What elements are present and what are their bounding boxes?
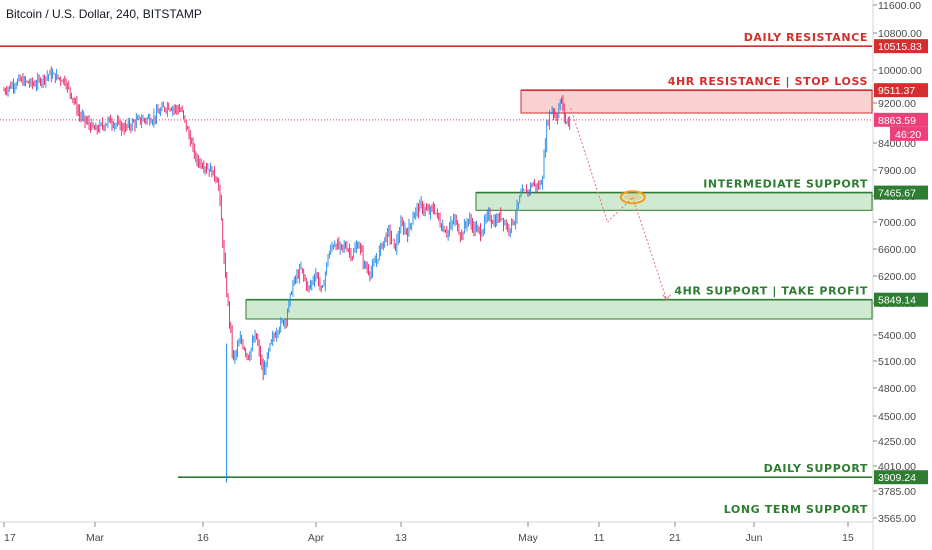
y-tick-label: 6600.00 xyxy=(878,244,916,256)
price-series xyxy=(3,66,571,483)
x-tick-label: 21 xyxy=(669,532,681,544)
y-tick-label: 3565.00 xyxy=(878,513,916,525)
y-tick-label: 7900.00 xyxy=(878,165,916,177)
time-axis[interactable]: 17 Mar 16 Apr 13 May 11 21 Jun 15 xyxy=(0,521,873,544)
y-tick-label: 7000.00 xyxy=(878,217,916,229)
price-tag xyxy=(874,39,928,54)
x-tick-label: 16 xyxy=(197,532,209,544)
y-tick-label: 4010.00 xyxy=(878,461,916,473)
price-tag-label: 3909.24 xyxy=(878,472,916,484)
level-label: INTERMEDIATE SUPPORT xyxy=(703,178,868,191)
zone-layer xyxy=(0,45,873,478)
y-tick-label: 4500.00 xyxy=(878,411,916,423)
x-tick-label: 11 xyxy=(594,532,605,544)
y-tick-label: 10800.00 xyxy=(878,28,922,40)
x-tick-label: 15 xyxy=(842,532,854,544)
y-tick-label: 6200.00 xyxy=(878,271,916,283)
x-tick-label: Jun xyxy=(746,532,763,544)
y-tick-label: 8400.00 xyxy=(878,138,916,150)
projection-segment xyxy=(632,197,668,300)
price-tag-label: 10515.83 xyxy=(878,41,922,53)
current-price-tag xyxy=(874,112,928,127)
current-price-label: 8863.59 xyxy=(878,115,916,127)
price-tags: 10515.83 9511.37 7465.67 5849.14 3909.24 8863… xyxy=(874,39,928,485)
y-tick-label: 10000.00 xyxy=(878,65,922,77)
price-tag xyxy=(874,185,928,200)
chart-title: Bitcoin / U.S. Dollar, 240, BITSTAMP xyxy=(6,7,202,21)
overlay-layer: DAILY RESISTANCE 4HR RESISTANCE | STOP LO… xyxy=(0,31,872,516)
y-tick-label: 4250.00 xyxy=(878,436,916,448)
countdown-label: 46:20 xyxy=(895,129,921,141)
level-label: DAILY RESISTANCE xyxy=(744,31,868,44)
countdown-tag xyxy=(890,126,928,141)
price-tag-label: 7465.67 xyxy=(878,188,916,200)
level-zone xyxy=(475,192,873,211)
y-tick-label: 3785.00 xyxy=(878,486,916,498)
highlight-circle xyxy=(619,190,646,205)
y-tick-label: 4800.00 xyxy=(878,383,916,395)
level-label: LONG TERM SUPPORT xyxy=(724,503,868,516)
price-tag-label: 9511.37 xyxy=(878,85,915,97)
x-tick-label: Apr xyxy=(308,532,325,544)
x-tick-label: 17 xyxy=(4,532,16,544)
price-tag xyxy=(874,470,928,485)
price-tag xyxy=(874,83,928,98)
level-label: 4HR SUPPORT | TAKE PROFIT xyxy=(674,285,868,298)
projection-arrowhead xyxy=(662,294,671,301)
x-tick-label: 13 xyxy=(395,532,407,544)
level-zone xyxy=(245,299,873,320)
level-label: DAILY SUPPORT xyxy=(764,462,868,475)
highlight-fill xyxy=(623,193,642,201)
price-tag-label: 5849.14 xyxy=(878,295,916,307)
x-tick-label: May xyxy=(518,532,539,544)
projection-segment xyxy=(607,196,634,223)
x-tick-label: Mar xyxy=(86,532,105,544)
y-tick-label: 9200.00 xyxy=(878,98,916,110)
price-tag xyxy=(874,292,928,307)
y-tick-label: 5400.00 xyxy=(878,330,916,342)
level-zone xyxy=(520,89,873,114)
price-axis[interactable]: 11600.00 10800.00 10000.00 9200.00 8400.00 79… xyxy=(872,0,922,550)
y-tick-label: 5100.00 xyxy=(878,356,916,368)
level-label: 4HR RESISTANCE | STOP LOSS xyxy=(668,75,868,88)
y-tick-label: 11600.00 xyxy=(878,0,921,12)
